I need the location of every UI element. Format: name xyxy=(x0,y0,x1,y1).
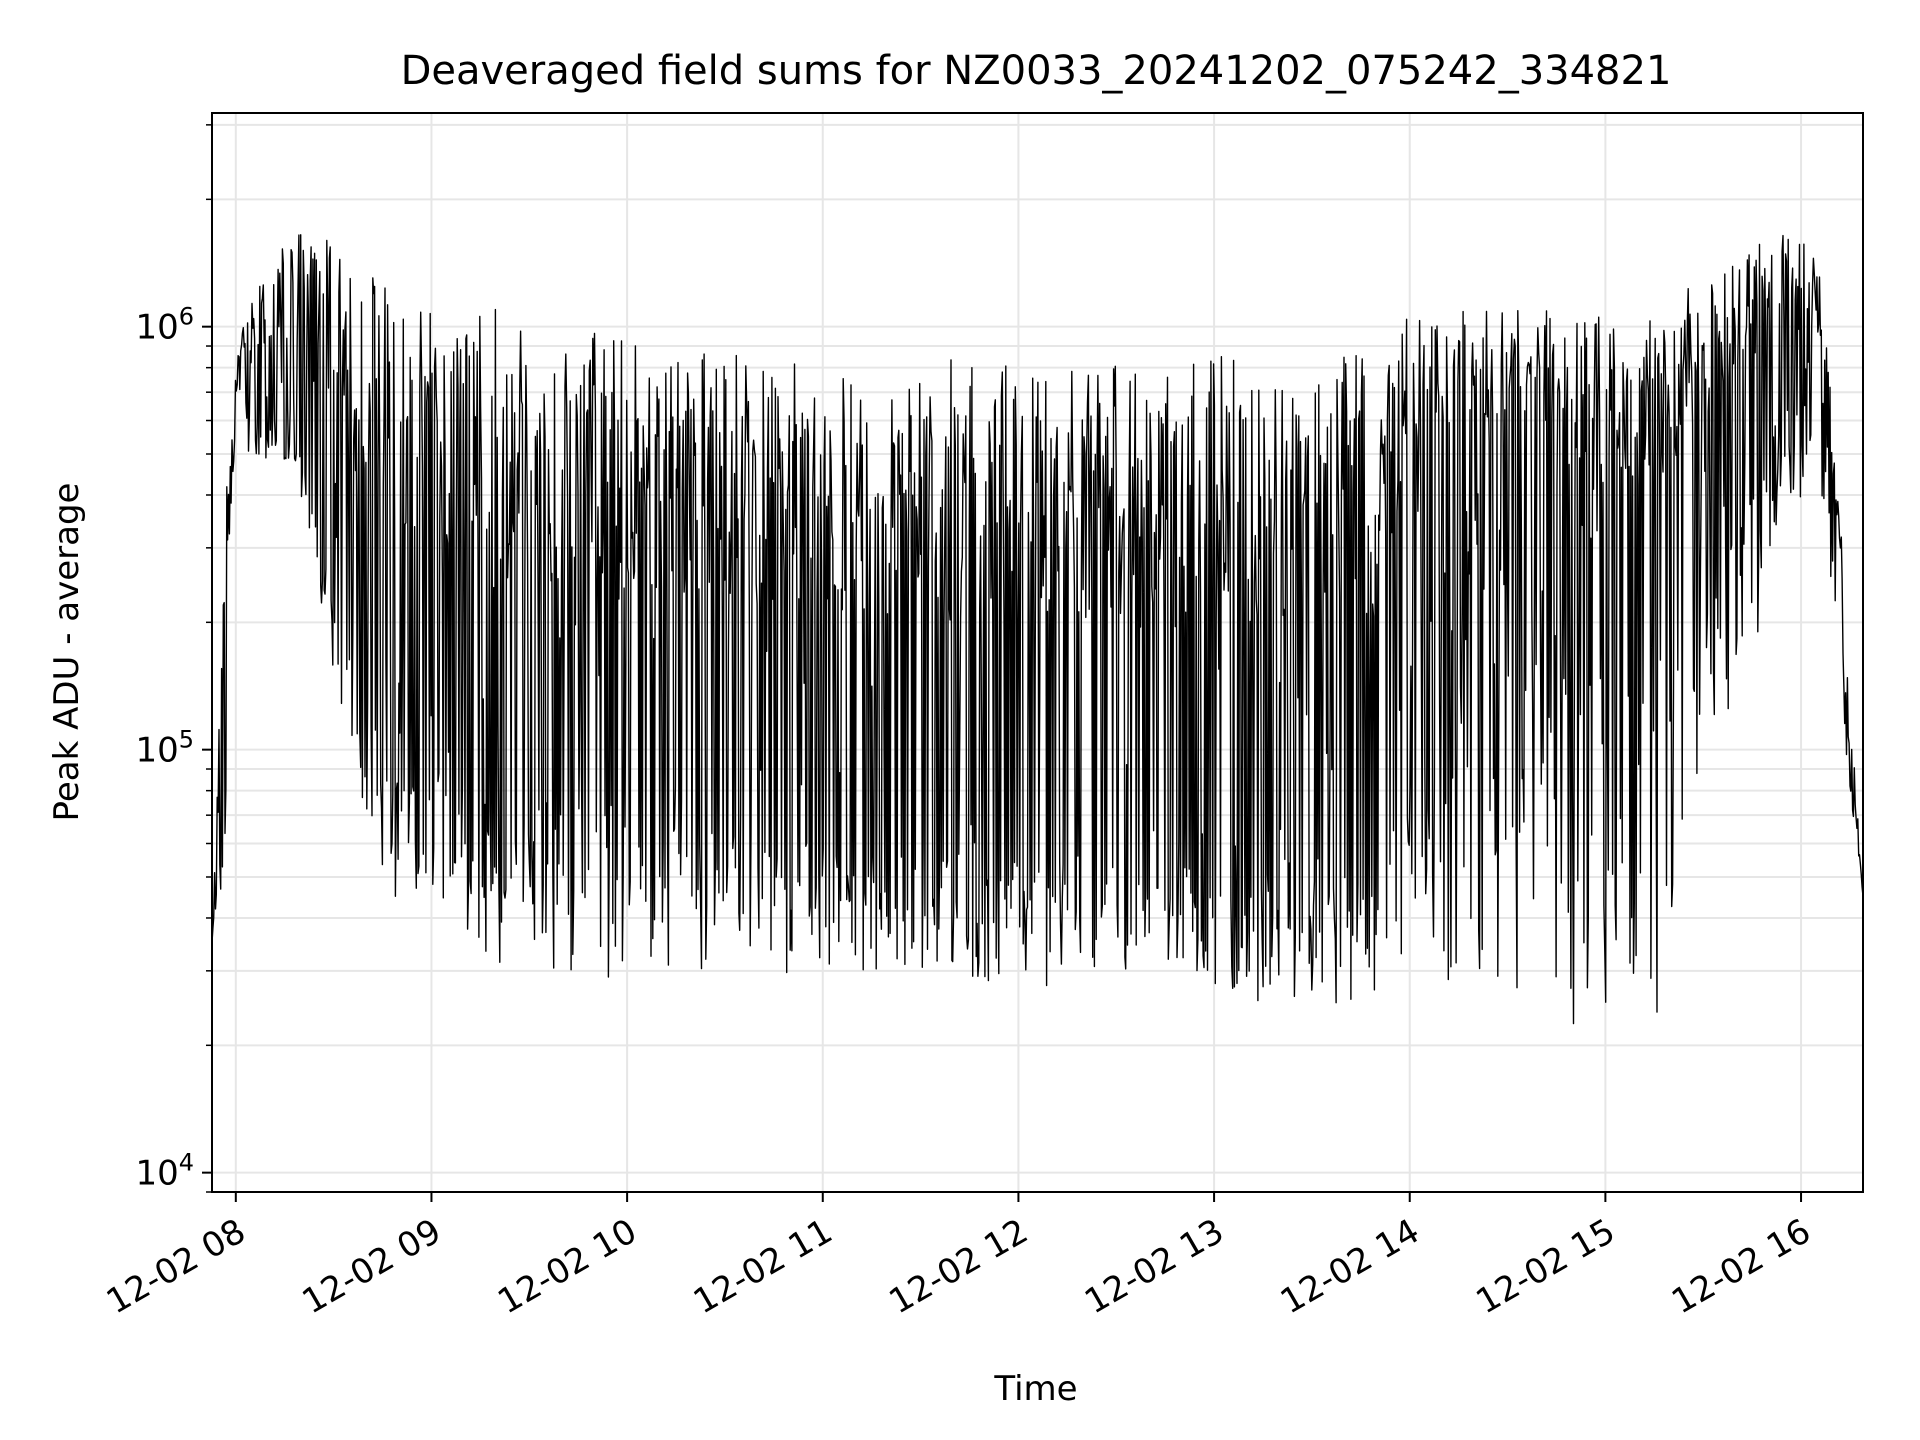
y-axis-label: Peak ADU - average xyxy=(47,483,87,822)
data-layer xyxy=(211,234,1864,1025)
y-tick-label: 106 xyxy=(135,303,194,348)
y-tick-label: 105 xyxy=(135,726,194,771)
x-axis-label: Time xyxy=(993,1369,1077,1409)
plot-frame xyxy=(211,112,1864,1193)
chart-title: Deaveraged field sums for NZ0033_2024120… xyxy=(401,48,1672,94)
y-tick-label: 104 xyxy=(135,1149,194,1194)
series-line xyxy=(211,234,1864,1025)
